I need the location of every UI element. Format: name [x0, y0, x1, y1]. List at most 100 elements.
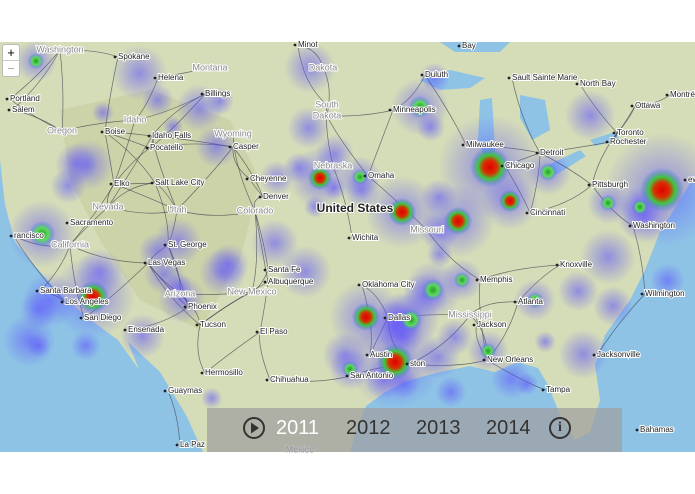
year-button[interactable]: 2014 [486, 417, 531, 439]
road [104, 131, 156, 184]
road [197, 324, 206, 374]
city-dot [200, 371, 204, 375]
city-dot [5, 97, 9, 101]
city-dot [475, 278, 479, 282]
city-dot [405, 362, 409, 366]
road [326, 109, 394, 117]
city-label: Wichita [352, 233, 379, 242]
road [176, 209, 256, 216]
heat-halo [22, 272, 78, 328]
region-label: Utah [167, 204, 186, 214]
region-label: California [51, 239, 89, 249]
city-dot [383, 316, 387, 320]
heat-spot [388, 198, 416, 226]
road [469, 301, 519, 316]
city-dot [628, 224, 632, 228]
city-dot [145, 146, 149, 150]
city-dot [683, 178, 687, 182]
city-label: Knoxville [560, 260, 593, 269]
city-dot [363, 174, 367, 178]
city-label: Washington [633, 221, 675, 230]
city-dot [60, 300, 64, 304]
city-label: Chicago [505, 161, 535, 170]
road [107, 182, 156, 208]
city-dot [347, 236, 351, 240]
city-dot [482, 358, 486, 362]
city-dot [113, 55, 117, 59]
region-label: Washington [36, 44, 83, 54]
city-label: Oklahoma City [362, 280, 414, 289]
city-dot [100, 130, 104, 134]
city-dot [265, 378, 269, 382]
play-icon [251, 422, 259, 434]
heat-halo [201, 387, 223, 409]
timeline-bar: i 2011 2012 2013 2014 [207, 408, 622, 452]
heat-spot [342, 361, 358, 377]
road [529, 184, 593, 214]
city-label: San Diego [84, 313, 122, 322]
road [469, 314, 478, 326]
heat-spot [352, 303, 380, 331]
year-button[interactable]: 2013 [416, 417, 461, 439]
city-label: Helena [158, 73, 184, 82]
road [113, 147, 151, 185]
city-dot [79, 316, 83, 320]
heat-spot [28, 53, 44, 69]
city-label: Bahamas [640, 425, 674, 434]
heat-spot [400, 309, 422, 331]
city-label: El Paso [260, 327, 288, 336]
region-label: Idaho [124, 114, 147, 124]
heat-spot [480, 343, 496, 359]
road [151, 135, 178, 211]
city-label: Pittsburgh [592, 180, 628, 189]
heat-halo [195, 125, 238, 168]
gulf-of-california [128, 342, 203, 452]
heat-spot [539, 163, 557, 181]
city-dot [163, 389, 167, 393]
city-label: Jacksonville [597, 350, 641, 359]
city-dot [472, 323, 476, 327]
city-dot [575, 82, 579, 86]
region-label: Dakota [309, 62, 338, 72]
heat-halo [650, 263, 685, 298]
region-label: New Mexico [227, 286, 276, 296]
city-label: Memphis [480, 275, 512, 284]
road [259, 281, 269, 333]
zoom-out[interactable]: − [3, 60, 19, 76]
city-dot [507, 76, 511, 80]
city-dot [541, 388, 545, 392]
city-dot [65, 221, 69, 225]
city-label: Spokane [118, 52, 150, 61]
city-dot [258, 195, 262, 199]
heat-halo [515, 372, 539, 396]
city-label: Duluth [425, 70, 448, 79]
road [204, 331, 261, 374]
region-label: Colorado [237, 205, 274, 215]
heat-spot [377, 344, 413, 380]
road [61, 119, 136, 132]
year-button[interactable]: 2012 [346, 417, 391, 439]
city-dot [461, 143, 465, 147]
road [113, 183, 178, 211]
city-dot [263, 280, 267, 284]
city-label: Pocatello [150, 143, 183, 152]
info-button[interactable]: i [549, 417, 571, 439]
heat-halo [175, 84, 224, 132]
road [59, 49, 64, 132]
city-label: ston [410, 359, 425, 368]
city-dot [293, 43, 297, 47]
year-button[interactable]: 2011 [276, 417, 320, 439]
road [167, 390, 181, 446]
city-label: Santa Fe [268, 265, 301, 274]
zoom-in[interactable]: + [7, 45, 15, 60]
heat-spot [527, 292, 543, 308]
heat-halo [284, 42, 336, 94]
city-label: Ottawa [635, 101, 661, 110]
city-label: Minot [298, 40, 318, 49]
road [11, 109, 63, 132]
road [9, 98, 63, 132]
city-label: Boise [105, 127, 126, 136]
play-button[interactable] [243, 417, 265, 439]
heat-halo [50, 167, 87, 204]
